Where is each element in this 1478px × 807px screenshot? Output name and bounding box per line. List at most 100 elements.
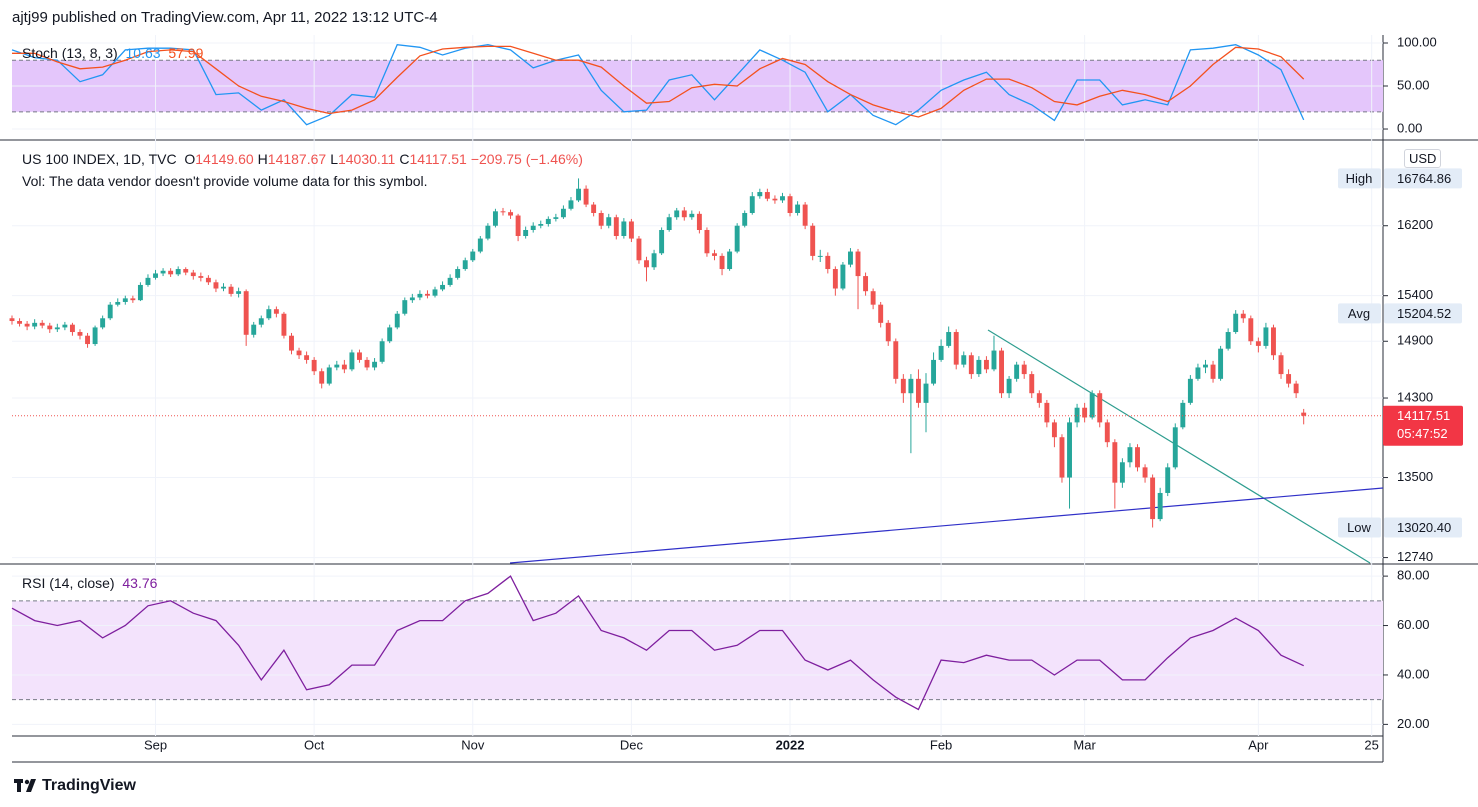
indicator-title: Stoch (13, 8, 3) [22, 45, 118, 61]
candle-body [334, 364, 340, 368]
candle-body [1240, 313, 1246, 319]
candle-body [462, 260, 468, 270]
candle-body [832, 269, 838, 289]
candle-body [742, 212, 748, 226]
candle-body [485, 225, 491, 239]
candle-body [651, 253, 657, 268]
candle-body [1036, 393, 1042, 403]
candle-body [357, 352, 362, 360]
candle-body [817, 255, 823, 257]
candle-body [976, 359, 982, 375]
candle-body [160, 270, 166, 274]
price-tag-countdown: 05:47:52 [1397, 426, 1448, 441]
candle-body [1014, 364, 1020, 379]
y-tick-label: 13500 [1397, 469, 1433, 484]
x-tick-label: Dec [620, 737, 644, 752]
candle-body [878, 304, 884, 323]
candle-body [54, 327, 60, 330]
candle-body [893, 341, 899, 379]
x-tick-label: Oct [304, 737, 325, 752]
candle-body [953, 332, 959, 365]
candle-body [787, 196, 793, 213]
price-label-box [1384, 517, 1462, 538]
candle-body [1104, 422, 1110, 443]
ohlc-value: 14117.51 [409, 151, 467, 167]
candle-body [870, 291, 876, 305]
symbol-title: US 100 INDEX, 1D, TVC [22, 151, 177, 167]
candle-body [115, 301, 121, 305]
y-tick-label: 100.00 [1397, 34, 1437, 49]
candle-body [1225, 332, 1231, 349]
candle-body [666, 217, 672, 230]
volume-note: Vol: The data vendor doesn't provide vol… [22, 173, 428, 189]
price-label-box [1384, 303, 1462, 324]
candle-body [1044, 402, 1050, 423]
candle-body [1157, 492, 1163, 520]
x-tick-label: Mar [1073, 737, 1096, 752]
candle-body [24, 323, 30, 327]
candle-body [613, 217, 619, 236]
candle-body [9, 318, 15, 322]
candle-body [961, 355, 967, 365]
candle-body [885, 322, 891, 342]
candle-body [704, 229, 710, 254]
candle-body [304, 355, 310, 360]
price-label-value: 15204.52 [1397, 306, 1451, 321]
candle-body [1203, 364, 1208, 368]
candle-body [946, 332, 952, 346]
candle-body [659, 229, 665, 254]
candle-body [1293, 383, 1299, 394]
candle-body [1255, 341, 1261, 346]
candle-body [455, 269, 461, 278]
candle-body [153, 273, 158, 278]
y-tick-label: 0.00 [1397, 120, 1422, 135]
footer-logo [14, 779, 36, 792]
ohlc-key: L [330, 151, 338, 167]
ohlc: O14149.60 H14187.67 L14030.11 C14117.51 [184, 151, 470, 167]
candle-body [840, 264, 846, 289]
candle-body [983, 359, 989, 370]
candle-body [311, 359, 317, 372]
candle-body [198, 276, 204, 278]
candle-body [1218, 348, 1224, 379]
candle-body [734, 225, 740, 252]
candle-body [1029, 374, 1035, 394]
candle-body [795, 204, 801, 213]
x-tick-label: Sep [144, 737, 167, 752]
candle-body [69, 324, 75, 333]
candle-body [477, 238, 483, 252]
price-label-name: Low [1347, 520, 1371, 535]
candle-body [130, 298, 136, 301]
candle-body [1097, 393, 1103, 423]
candle-body [137, 284, 143, 301]
price-legend: US 100 INDEX, 1D, TVC O14149.60 H14187.67… [22, 151, 583, 167]
y-tick-label: 80.00 [1397, 568, 1430, 583]
candle-body [1278, 355, 1284, 375]
price-label-name: High [1346, 171, 1373, 186]
candle-body [1165, 467, 1171, 493]
drawings [509, 329, 1384, 564]
y-tick-label: 12740 [1397, 549, 1433, 564]
candle-body [606, 217, 612, 226]
candle-body [825, 255, 831, 270]
candle-body [387, 327, 393, 342]
candle-body [689, 213, 695, 218]
candle-body [1142, 467, 1148, 478]
candle-body [968, 355, 974, 375]
candle-body [530, 225, 536, 230]
candle-body [681, 210, 687, 218]
price-tag-value: 14117.51 [1397, 408, 1450, 423]
candle-body [576, 188, 581, 201]
candle-body [319, 371, 325, 384]
candle-body [447, 277, 453, 285]
candle-body [508, 212, 514, 216]
candle-body [1150, 477, 1156, 520]
candle-body [62, 324, 68, 328]
candle-body [349, 352, 355, 370]
candle-body [568, 200, 574, 209]
candle-body [923, 383, 929, 403]
price-label-name-box [1338, 168, 1381, 189]
price-label-value: 16764.86 [1397, 171, 1451, 186]
candle-body [1006, 378, 1012, 394]
